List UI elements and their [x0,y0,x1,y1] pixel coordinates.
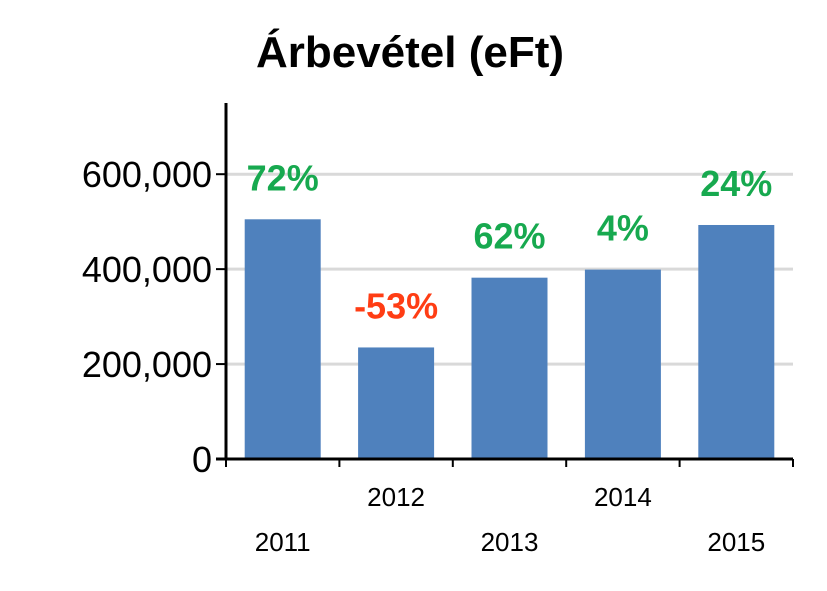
data-label-2013: 62% [473,216,545,257]
data-label-2014: 4% [597,208,649,249]
y-tick-label: 200,000 [82,344,212,385]
bar-2013 [471,277,548,459]
y-tick-label: 600,000 [82,154,212,195]
data-label-2011: 72% [247,157,319,198]
bars [244,219,775,459]
bar-2012 [358,347,435,459]
x-tick-label-2015: 2015 [707,527,765,557]
data-label-2015: 24% [700,163,772,204]
data-label-2012: -53% [354,285,438,326]
axes [216,103,793,461]
x-tick-label-2014: 2014 [594,482,652,512]
y-axis-ticks: 0 200,000 400,000 600,000 [82,154,226,480]
x-tick-label-2011: 2011 [255,527,311,557]
chart-title: Árbevétel (eFt) [256,27,564,77]
data-labels: 72% -53% 62% 4% 24% [247,157,773,326]
x-tick-label-2012: 2012 [367,482,425,512]
bar-2015 [698,224,775,459]
x-axis-ticks: 2011 2012 2013 2014 2015 [225,459,794,557]
bar-2014 [584,269,661,459]
bar-2011 [244,219,321,459]
y-tick-label: 400,000 [82,249,212,290]
y-tick-label: 0 [192,439,212,480]
x-tick-label-2013: 2013 [481,527,539,557]
